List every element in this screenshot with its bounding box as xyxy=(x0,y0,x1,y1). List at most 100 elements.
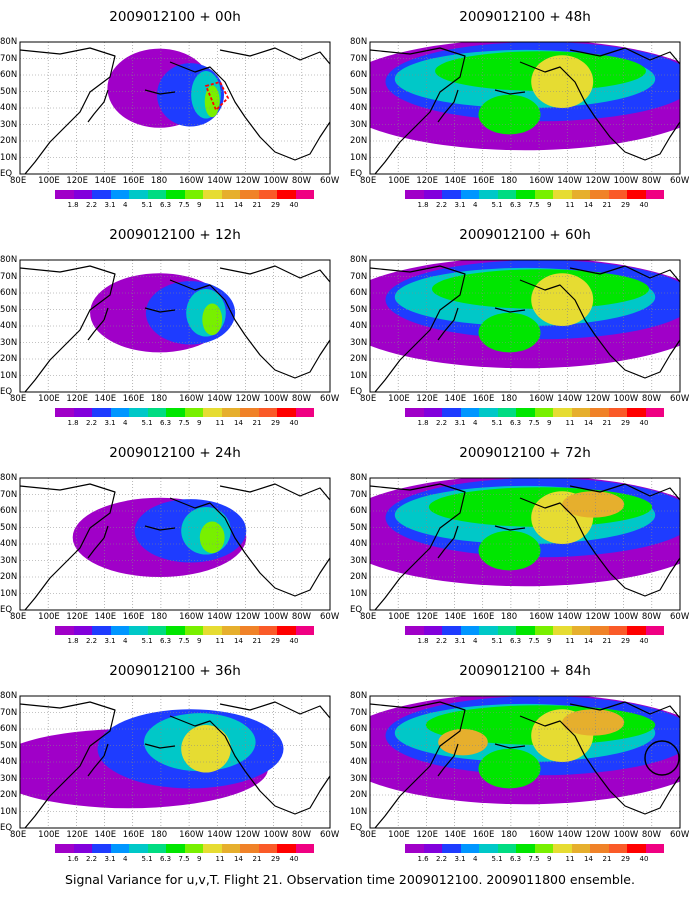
colorbar-segment xyxy=(110,844,129,853)
latitude-label: 80N xyxy=(350,473,368,483)
longitude-label: 140E xyxy=(444,394,467,404)
colorbar-tick-label: 29 xyxy=(271,419,280,427)
latitude-label: 40N xyxy=(350,757,368,767)
longitude-label: 100W xyxy=(613,612,639,622)
longitude-label: 120E xyxy=(416,830,438,840)
longitude-label: 120E xyxy=(66,394,88,404)
colorbar-tick-label: 9 xyxy=(547,637,552,645)
latitude-label: 20N xyxy=(0,572,18,582)
longitude-label: 120E xyxy=(416,394,438,404)
longitude-label: 180 xyxy=(500,394,518,404)
longitude-label: 80E xyxy=(10,612,27,622)
coastline-japan xyxy=(87,307,109,341)
longitude-label: 140W xyxy=(557,830,582,840)
longitude-label: 160W xyxy=(529,830,554,840)
coastline-north-america xyxy=(519,497,680,597)
coastline-arctic xyxy=(219,483,330,501)
colorbar-segment xyxy=(516,190,535,199)
colorbar-tick-label: 6.3 xyxy=(510,855,522,863)
latitude-label: 10N xyxy=(350,588,368,599)
longitude-label: 180 xyxy=(150,394,168,404)
colorbar-tick-label: 5.1 xyxy=(141,637,153,645)
latitude-label: EQ xyxy=(0,823,13,833)
colorbar-tick-label: 14 xyxy=(234,855,243,863)
colorbar-tick-label: 11 xyxy=(215,201,225,209)
colorbar-segment xyxy=(258,190,277,199)
colorbar-segment xyxy=(240,844,259,853)
latitude-label: 10N xyxy=(350,370,368,381)
map-panel: 2009012100 + 60h 80N 70N 60N 50N 40N 30N 20N 10N… xyxy=(350,218,700,442)
latitude-label: EQ xyxy=(350,387,363,397)
longitude-label: 180 xyxy=(500,612,518,622)
colorbar-segment xyxy=(405,408,424,417)
coastline-aleutians xyxy=(144,525,176,531)
colorbar-tick-label: 40 xyxy=(289,201,299,209)
latitude-label: 50N xyxy=(350,304,368,315)
colorbar-tick-label: 6.3 xyxy=(160,201,172,209)
colorbar-tick-label: 7.5 xyxy=(528,419,540,427)
longitude-label: 100E xyxy=(38,394,60,404)
coastline-japan xyxy=(87,89,109,123)
colorbar-tick-label: 14 xyxy=(584,855,593,863)
colorbar-segment xyxy=(129,844,148,853)
colorbar-segment xyxy=(92,626,111,635)
colorbar-tick-label: 3.1 xyxy=(104,637,116,645)
latitude-label: 60N xyxy=(350,288,368,298)
colorbar-tick-label: 4 xyxy=(123,637,128,645)
colorbar-segment xyxy=(553,190,572,199)
colorbar-segment xyxy=(129,408,148,417)
coastline-aleutians xyxy=(494,89,526,95)
colorbar-tick-label: 5.1 xyxy=(141,419,153,427)
coastline-arctic xyxy=(219,265,330,283)
colorbar-segment xyxy=(608,844,627,853)
variance-map xyxy=(19,259,331,393)
colorbar-tick-label: 9 xyxy=(197,419,202,427)
colorbar-segment xyxy=(92,844,111,853)
latitude-label: 60N xyxy=(0,70,18,80)
latitude-label: 60N xyxy=(350,724,368,734)
colorbar-tick-label: 29 xyxy=(271,201,280,209)
panel-title: 2009012100 + 12h xyxy=(109,227,241,243)
colorbar-tick-label: 29 xyxy=(271,855,280,863)
colorbar-segment xyxy=(405,190,424,199)
longitude-label: 100E xyxy=(388,176,410,186)
colorbar-segment xyxy=(73,626,92,635)
colorbar-tick-label: 6.3 xyxy=(510,201,522,209)
colorbar-segment xyxy=(405,626,424,635)
colorbar-segment xyxy=(516,844,535,853)
longitude-label: 140W xyxy=(557,612,582,622)
longitude-label: 160E xyxy=(122,830,145,840)
variance-region xyxy=(202,303,223,336)
longitude-label: 180 xyxy=(150,612,168,622)
coastline-asia xyxy=(20,47,116,174)
colorbar-segment xyxy=(571,844,590,853)
colorbar-tick-label: 3.1 xyxy=(454,201,466,209)
colorbar-tick-label: 14 xyxy=(234,201,243,209)
panel-title: 2009012100 + 00h xyxy=(109,9,241,25)
colorbar-segment xyxy=(73,844,92,853)
latitude-label: 70N xyxy=(0,271,18,282)
longitude-label: 100W xyxy=(263,176,289,186)
colorbar-segment xyxy=(645,408,664,417)
latitude-label: 40N xyxy=(350,103,368,113)
longitude-label: 160E xyxy=(122,394,145,404)
longitude-label: 80W xyxy=(291,830,312,840)
colorbar-tick-label: 2.2 xyxy=(436,855,448,863)
latitude-label: 40N xyxy=(0,539,18,549)
colorbar-segment xyxy=(516,408,535,417)
variance-map xyxy=(369,695,681,829)
colorbar-segment xyxy=(147,190,166,199)
colorbar-tick-label: 3.1 xyxy=(454,855,466,863)
colorbar-segment xyxy=(295,844,314,853)
longitude-label: 100E xyxy=(38,176,60,186)
longitude-label: 160W xyxy=(529,394,554,404)
latitude-label: EQ xyxy=(0,169,13,179)
colorbar-segment xyxy=(92,408,111,417)
longitude-label: 160E xyxy=(122,612,145,622)
longitude-label: 60W xyxy=(320,394,340,404)
variance-map xyxy=(19,695,331,829)
colorbar-tick-label: 21 xyxy=(252,855,262,863)
map-frame xyxy=(369,259,681,393)
variance-region xyxy=(531,55,594,108)
figure-caption: Signal Variance for u,v,T. Flight 21. Ob… xyxy=(65,872,635,887)
